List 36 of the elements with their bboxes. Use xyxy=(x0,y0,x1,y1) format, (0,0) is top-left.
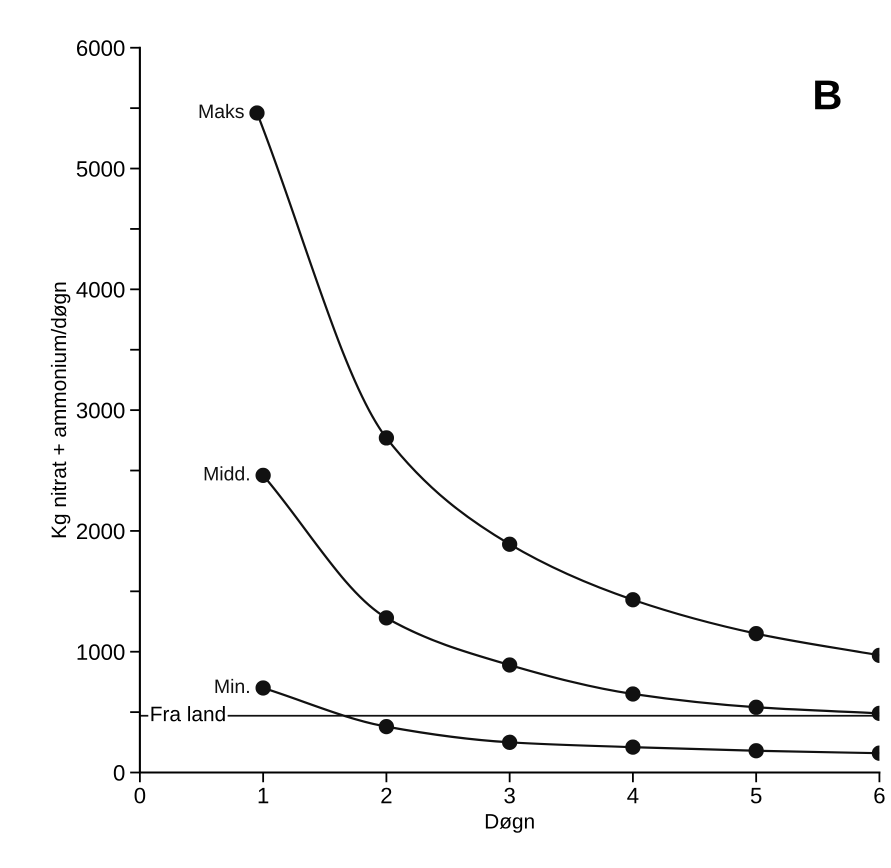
point xyxy=(502,536,518,552)
series-label: Midd. xyxy=(204,466,249,481)
y-tick-label: 2000 xyxy=(76,523,124,540)
x-tick-label: 1 xyxy=(258,788,268,804)
point xyxy=(625,592,641,608)
y-tick-label: 1000 xyxy=(78,644,124,660)
point xyxy=(502,657,518,673)
point xyxy=(502,734,518,750)
y-tick-label: 6000 xyxy=(77,40,124,56)
y-tick-label: 5000 xyxy=(76,161,124,177)
x-tick-label: 2 xyxy=(381,788,392,804)
point xyxy=(748,626,764,642)
series-label: Maks xyxy=(200,104,244,118)
y-axis-title: Kg nitrat + ammonium/døgn xyxy=(50,282,70,538)
y-tick-label: 0 xyxy=(114,765,124,781)
x-tick-label: 0 xyxy=(134,788,146,804)
y-tick-label: 3000 xyxy=(76,402,124,418)
point xyxy=(256,468,271,483)
point xyxy=(625,740,641,755)
x-tick-label: 4 xyxy=(627,788,638,804)
point xyxy=(378,430,394,446)
x-tick-label: 3 xyxy=(504,788,515,804)
x-tick-label: 6 xyxy=(874,788,885,804)
annotation: B xyxy=(815,80,841,110)
series-label: Min. xyxy=(216,678,249,693)
point xyxy=(748,743,764,758)
point xyxy=(378,718,394,734)
point xyxy=(625,686,641,702)
point xyxy=(256,680,271,696)
x-axis-title: Døgn xyxy=(486,814,534,833)
point xyxy=(378,610,394,626)
x-tick-label: 5 xyxy=(750,788,762,804)
ref-line-label: Fra land xyxy=(151,706,225,722)
point xyxy=(249,105,265,121)
point xyxy=(748,700,764,715)
y-tick-label: 4000 xyxy=(76,282,124,298)
